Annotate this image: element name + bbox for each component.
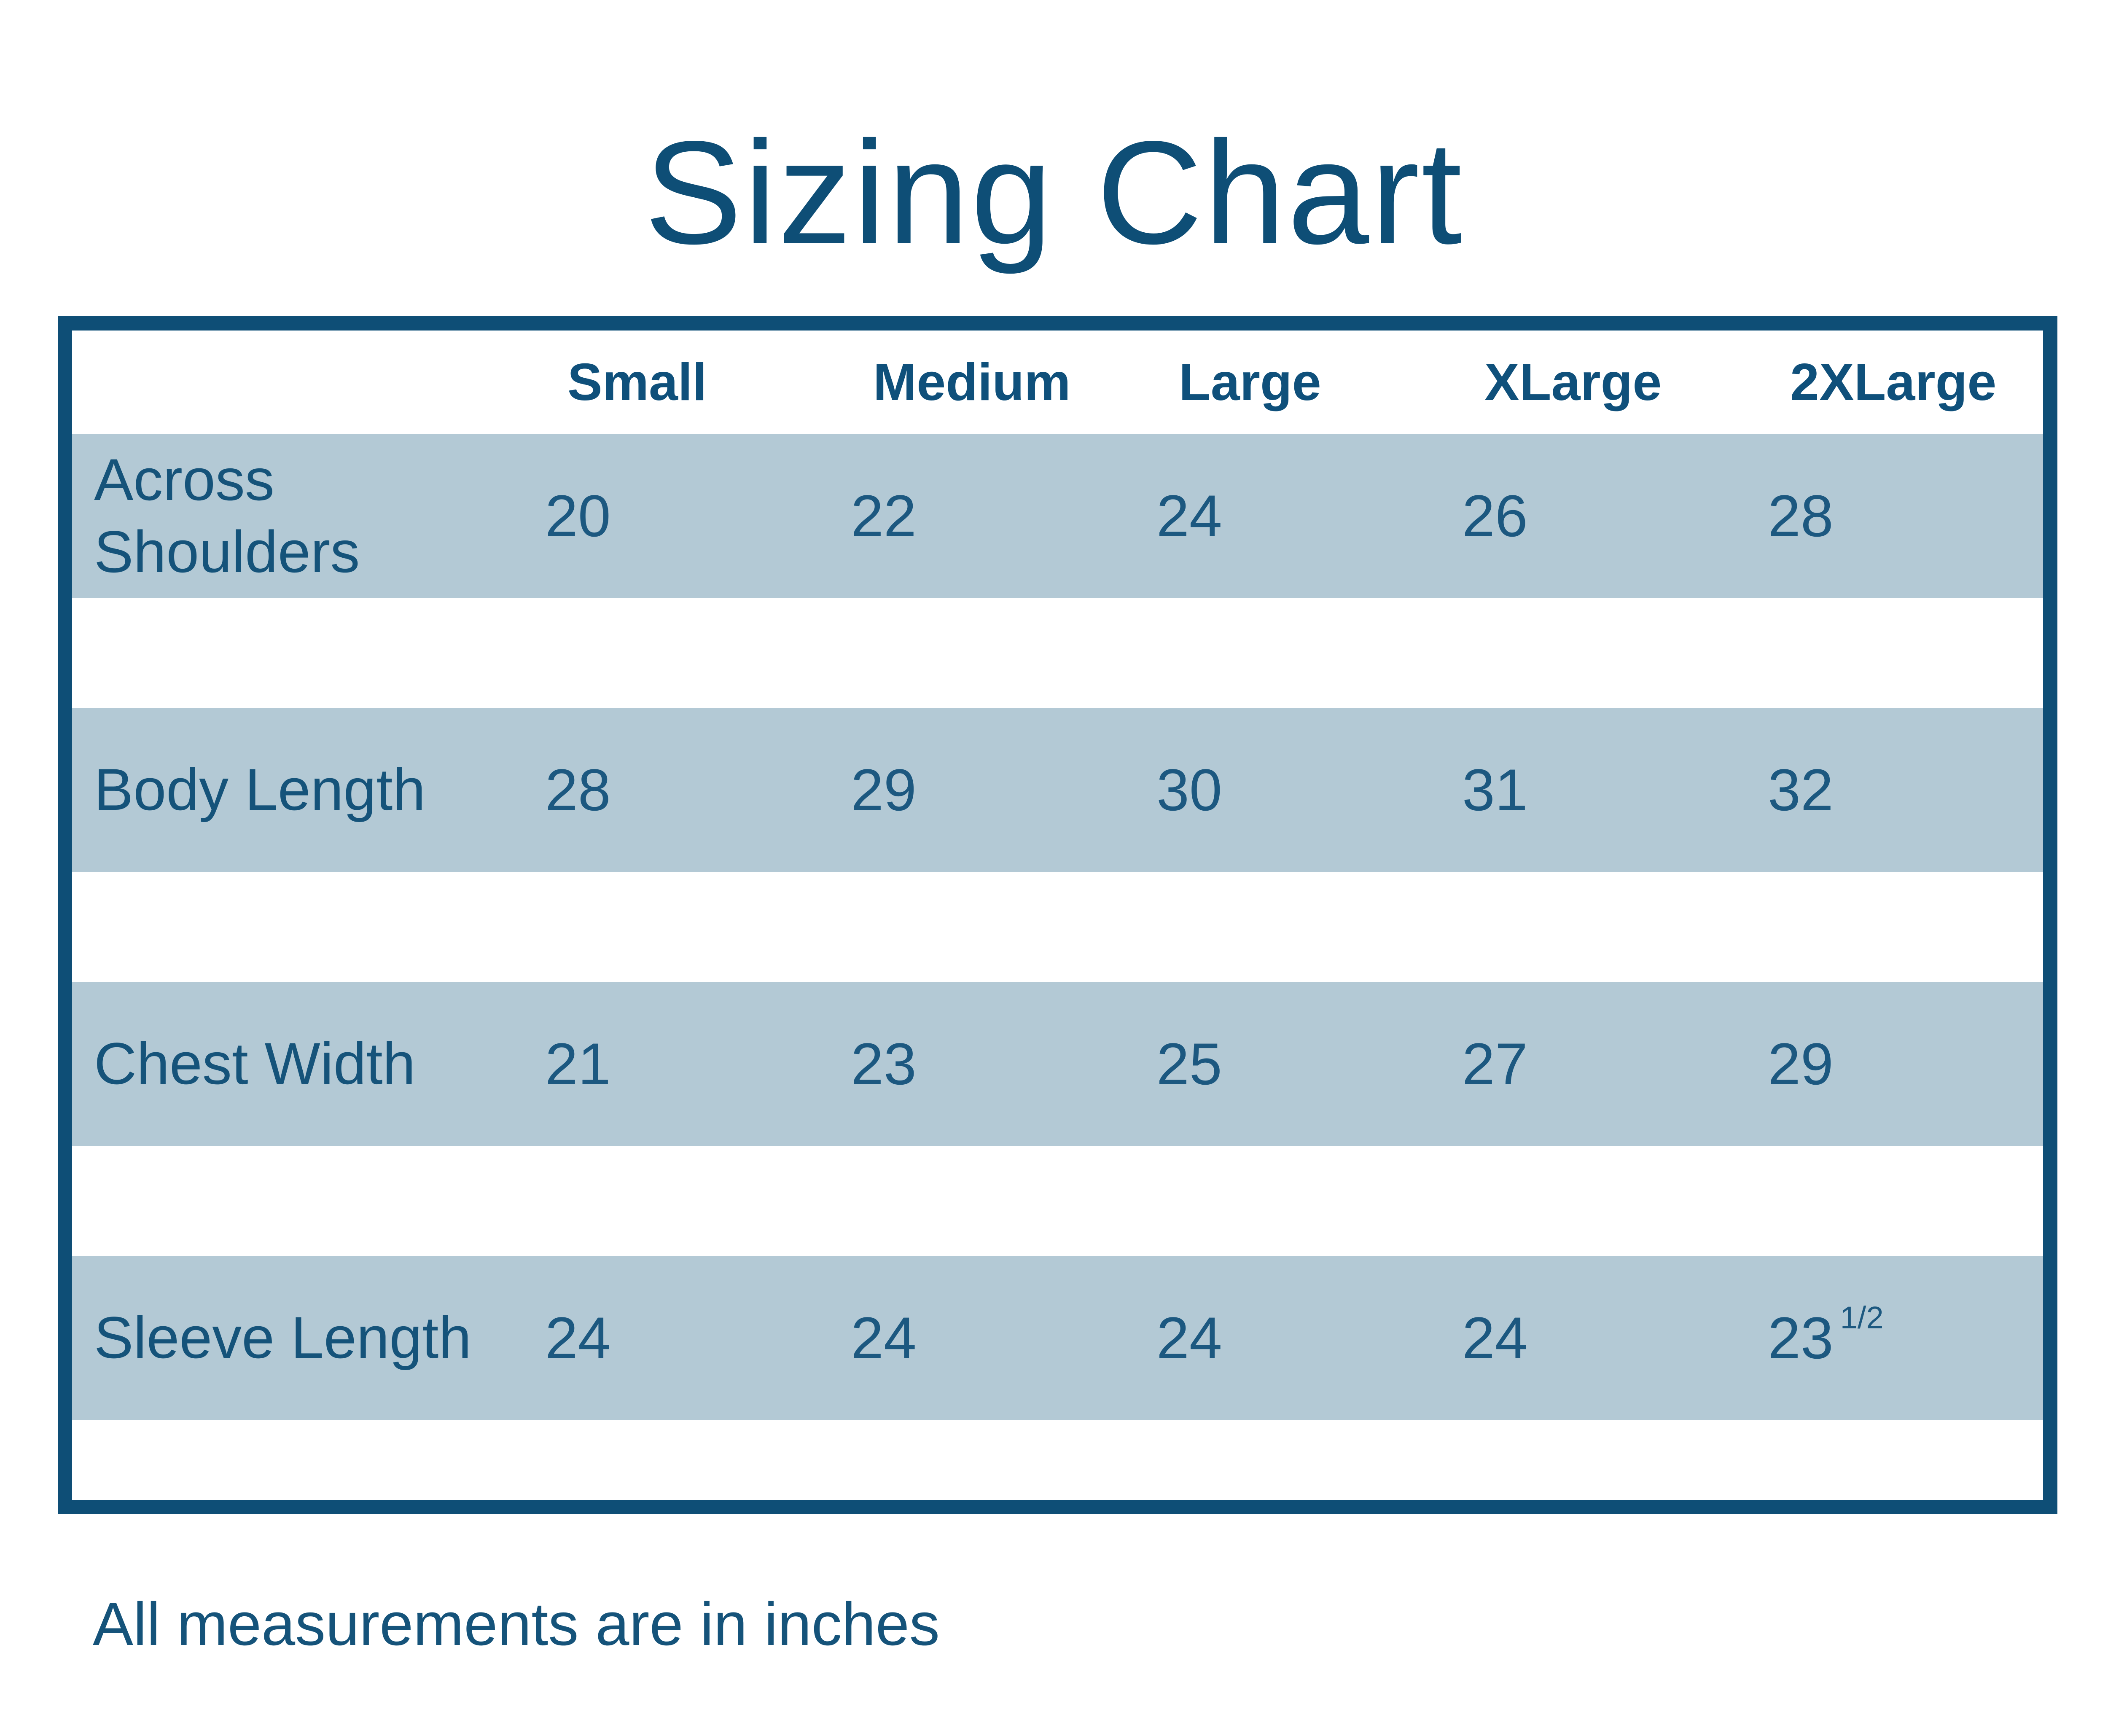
column-header-small: Small	[567, 353, 707, 411]
column-header-2xlarge: 2XLarge	[1790, 353, 1997, 411]
column-header-large: Large	[1179, 353, 1321, 411]
cell-value: 25	[1156, 1030, 1222, 1097]
cell-value: 27	[1462, 1030, 1528, 1097]
row-label: Chest Width	[94, 1030, 416, 1097]
header-row: Small Medium Large XLarge 2XLarge	[72, 330, 2043, 434]
cell-value: 24	[1156, 1304, 1222, 1371]
cell-value: 23 1/2	[1737, 1256, 2043, 1420]
page-title: Sizing Chart	[644, 110, 1464, 274]
fraction-superscript: 1/2	[1840, 1300, 1884, 1336]
measurements-note: All measurements are in inches	[93, 1590, 940, 1658]
sizing-table: Small Medium Large XLarge 2XLarge Across…	[58, 316, 2057, 1514]
table-row-body-length: Body Length 28 29 30 31 32	[72, 708, 2043, 872]
cell-value: 26	[1462, 482, 1528, 549]
row-label: Body Length	[94, 756, 426, 823]
corner-cell	[72, 331, 515, 434]
cell-value: 24	[545, 1304, 611, 1371]
column-header-medium: Medium	[873, 353, 1071, 411]
spacer-row	[72, 871, 2043, 982]
spacer-row-bottom	[72, 1419, 2043, 1500]
cell-value: 32	[1768, 756, 1834, 823]
table-row-across-shoulders: Across Shoulders 20 22 24 26 28	[72, 434, 2043, 598]
cell-value-number: 23	[1768, 1304, 1834, 1371]
cell-value: 24	[1156, 482, 1222, 549]
cell-value: 31	[1462, 756, 1528, 823]
cell-value: 24	[851, 1304, 917, 1371]
cell-value: 20	[545, 482, 611, 549]
cell-value: 22	[851, 482, 917, 549]
row-label: Across Shoulders	[94, 446, 360, 585]
cell-value: 29	[851, 756, 917, 823]
cell-value: 23	[851, 1030, 917, 1097]
spacer-row	[72, 1145, 2043, 1256]
cell-value: 28	[545, 756, 611, 823]
row-label: Sleeve Length	[94, 1304, 472, 1371]
column-header-xlarge: XLarge	[1484, 353, 1662, 411]
cell-value: 28	[1768, 482, 1834, 549]
cell-value: 29	[1768, 1030, 1834, 1097]
table-row-sleeve-length: Sleeve Length 24 24 24 24 23 1/2	[72, 1256, 2043, 1420]
cell-value: 24	[1462, 1304, 1528, 1371]
table-row-chest-width: Chest Width 21 23 25 27 29	[72, 982, 2043, 1146]
cell-value: 30	[1156, 756, 1222, 823]
spacer-row	[72, 597, 2043, 708]
cell-value: 21	[545, 1030, 611, 1097]
